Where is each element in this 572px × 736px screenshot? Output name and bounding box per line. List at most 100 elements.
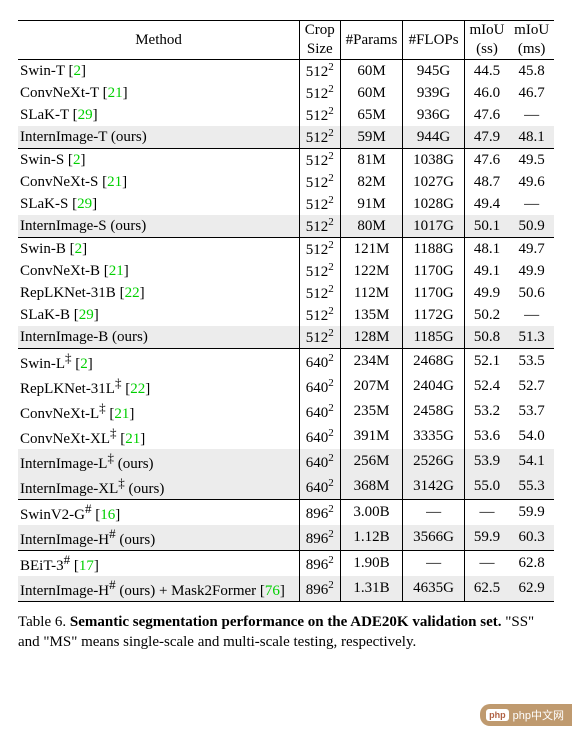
cell-params: 235M: [340, 399, 403, 424]
cell-flops: 2526G: [403, 449, 464, 474]
cell-ss: 50.2: [464, 304, 509, 326]
cell-ms: 62.8: [509, 551, 554, 577]
cell-ss: —: [464, 551, 509, 577]
cell-method: Swin-B [2]: [18, 238, 300, 261]
cell-params: 234M: [340, 349, 403, 375]
cell-method: RepLKNet-31L‡ [22]: [18, 374, 300, 399]
cell-crop: 8962: [300, 551, 340, 577]
cell-method: SLaK-T [29]: [18, 104, 300, 126]
cell-params: 391M: [340, 424, 403, 449]
table-row: Swin-L‡ [2]6402234M2468G52.153.5: [18, 349, 554, 375]
cell-flops: 1027G: [403, 171, 464, 193]
cell-ms: 45.8: [509, 60, 554, 83]
cell-ss: 49.9: [464, 282, 509, 304]
cell-params: 81M: [340, 149, 403, 172]
cell-ss: 44.5: [464, 60, 509, 83]
table-row: ConvNeXt-L‡ [21]6402235M2458G53.253.7: [18, 399, 554, 424]
cell-method: InternImage-T (ours): [18, 126, 300, 149]
cell-method: SLaK-B [29]: [18, 304, 300, 326]
cell-ss: 48.1: [464, 238, 509, 261]
cell-ss: 48.7: [464, 171, 509, 193]
cell-ms: 49.6: [509, 171, 554, 193]
cell-params: 60M: [340, 82, 403, 104]
cell-params: 112M: [340, 282, 403, 304]
table-row: ConvNeXt-S [21]512282M1027G48.749.6: [18, 171, 554, 193]
cell-crop: 6402: [300, 374, 340, 399]
cell-ss: 49.1: [464, 260, 509, 282]
cell-ss: 47.6: [464, 104, 509, 126]
cell-flops: —: [403, 551, 464, 577]
cell-flops: 1017G: [403, 215, 464, 238]
cell-params: 128M: [340, 326, 403, 349]
cell-flops: 936G: [403, 104, 464, 126]
cell-flops: 2468G: [403, 349, 464, 375]
cell-params: 1.31B: [340, 576, 403, 602]
cell-params: 82M: [340, 171, 403, 193]
cell-crop: 6402: [300, 449, 340, 474]
cell-ms: 53.5: [509, 349, 554, 375]
cell-params: 3.00B: [340, 500, 403, 526]
cell-flops: 2404G: [403, 374, 464, 399]
cell-crop: 5122: [300, 238, 340, 261]
table-row: ConvNeXt-XL‡ [21]6402391M3335G53.654.0: [18, 424, 554, 449]
cell-flops: 1038G: [403, 149, 464, 172]
table-row: InternImage-H# (ours) + Mask2Former [76]…: [18, 576, 554, 602]
col-miou-ms-bot: (ms): [509, 40, 554, 60]
cell-ms: 55.3: [509, 474, 554, 500]
cell-method: SwinV2-G# [16]: [18, 500, 300, 526]
cell-ms: 50.6: [509, 282, 554, 304]
cell-crop: 6402: [300, 424, 340, 449]
cell-ss: —: [464, 500, 509, 526]
col-miou-ss-bot: (ss): [464, 40, 509, 60]
table-row: SLaK-S [29]512291M1028G49.4—: [18, 193, 554, 215]
cell-method: InternImage-S (ours): [18, 215, 300, 238]
watermark-logo: php: [486, 709, 509, 721]
cell-crop: 5122: [300, 326, 340, 349]
cell-flops: 945G: [403, 60, 464, 83]
cell-crop: 6402: [300, 349, 340, 375]
cell-ss: 50.1: [464, 215, 509, 238]
cell-ms: 46.7: [509, 82, 554, 104]
cell-ms: 54.1: [509, 449, 554, 474]
table-row: ConvNeXt-T [21]512260M939G46.046.7: [18, 82, 554, 104]
table-row: InternImage-T (ours)512259M944G47.948.1: [18, 126, 554, 149]
cell-flops: 1170G: [403, 260, 464, 282]
table-row: InternImage-H# (ours)89621.12B3566G59.96…: [18, 525, 554, 551]
cell-params: 135M: [340, 304, 403, 326]
cell-method: InternImage-H# (ours): [18, 525, 300, 551]
cell-ss: 59.9: [464, 525, 509, 551]
cell-params: 256M: [340, 449, 403, 474]
table-row: RepLKNet-31L‡ [22]6402207M2404G52.452.7: [18, 374, 554, 399]
cell-crop: 5122: [300, 60, 340, 83]
table-row: InternImage-S (ours)512280M1017G50.150.9: [18, 215, 554, 238]
cell-flops: 4635G: [403, 576, 464, 602]
cell-ms: 59.9: [509, 500, 554, 526]
cell-params: 60M: [340, 60, 403, 83]
cell-crop: 5122: [300, 282, 340, 304]
cell-ss: 62.5: [464, 576, 509, 602]
cell-flops: 1172G: [403, 304, 464, 326]
cell-ss: 53.6: [464, 424, 509, 449]
table-row: InternImage-L‡ (ours)6402256M2526G53.954…: [18, 449, 554, 474]
cell-method: ConvNeXt-T [21]: [18, 82, 300, 104]
table-row: InternImage-XL‡ (ours)6402368M3142G55.05…: [18, 474, 554, 500]
cell-ss: 53.2: [464, 399, 509, 424]
cell-flops: 3335G: [403, 424, 464, 449]
cell-flops: —: [403, 500, 464, 526]
table-row: SLaK-T [29]512265M936G47.6—: [18, 104, 554, 126]
col-flops: #FLOPs: [403, 21, 464, 60]
cell-ms: 52.7: [509, 374, 554, 399]
cell-crop: 5122: [300, 149, 340, 172]
cell-method: ConvNeXt-L‡ [21]: [18, 399, 300, 424]
cell-method: ConvNeXt-B [21]: [18, 260, 300, 282]
cell-flops: 3566G: [403, 525, 464, 551]
cell-crop: 8962: [300, 500, 340, 526]
caption-title: Semantic segmentation performance on the…: [70, 614, 502, 630]
cell-params: 1.12B: [340, 525, 403, 551]
cell-flops: 1185G: [403, 326, 464, 349]
cell-method: Swin-S [2]: [18, 149, 300, 172]
cell-method: Swin-L‡ [2]: [18, 349, 300, 375]
cell-params: 65M: [340, 104, 403, 126]
cell-method: InternImage-H# (ours) + Mask2Former [76]: [18, 576, 300, 602]
cell-method: SLaK-S [29]: [18, 193, 300, 215]
